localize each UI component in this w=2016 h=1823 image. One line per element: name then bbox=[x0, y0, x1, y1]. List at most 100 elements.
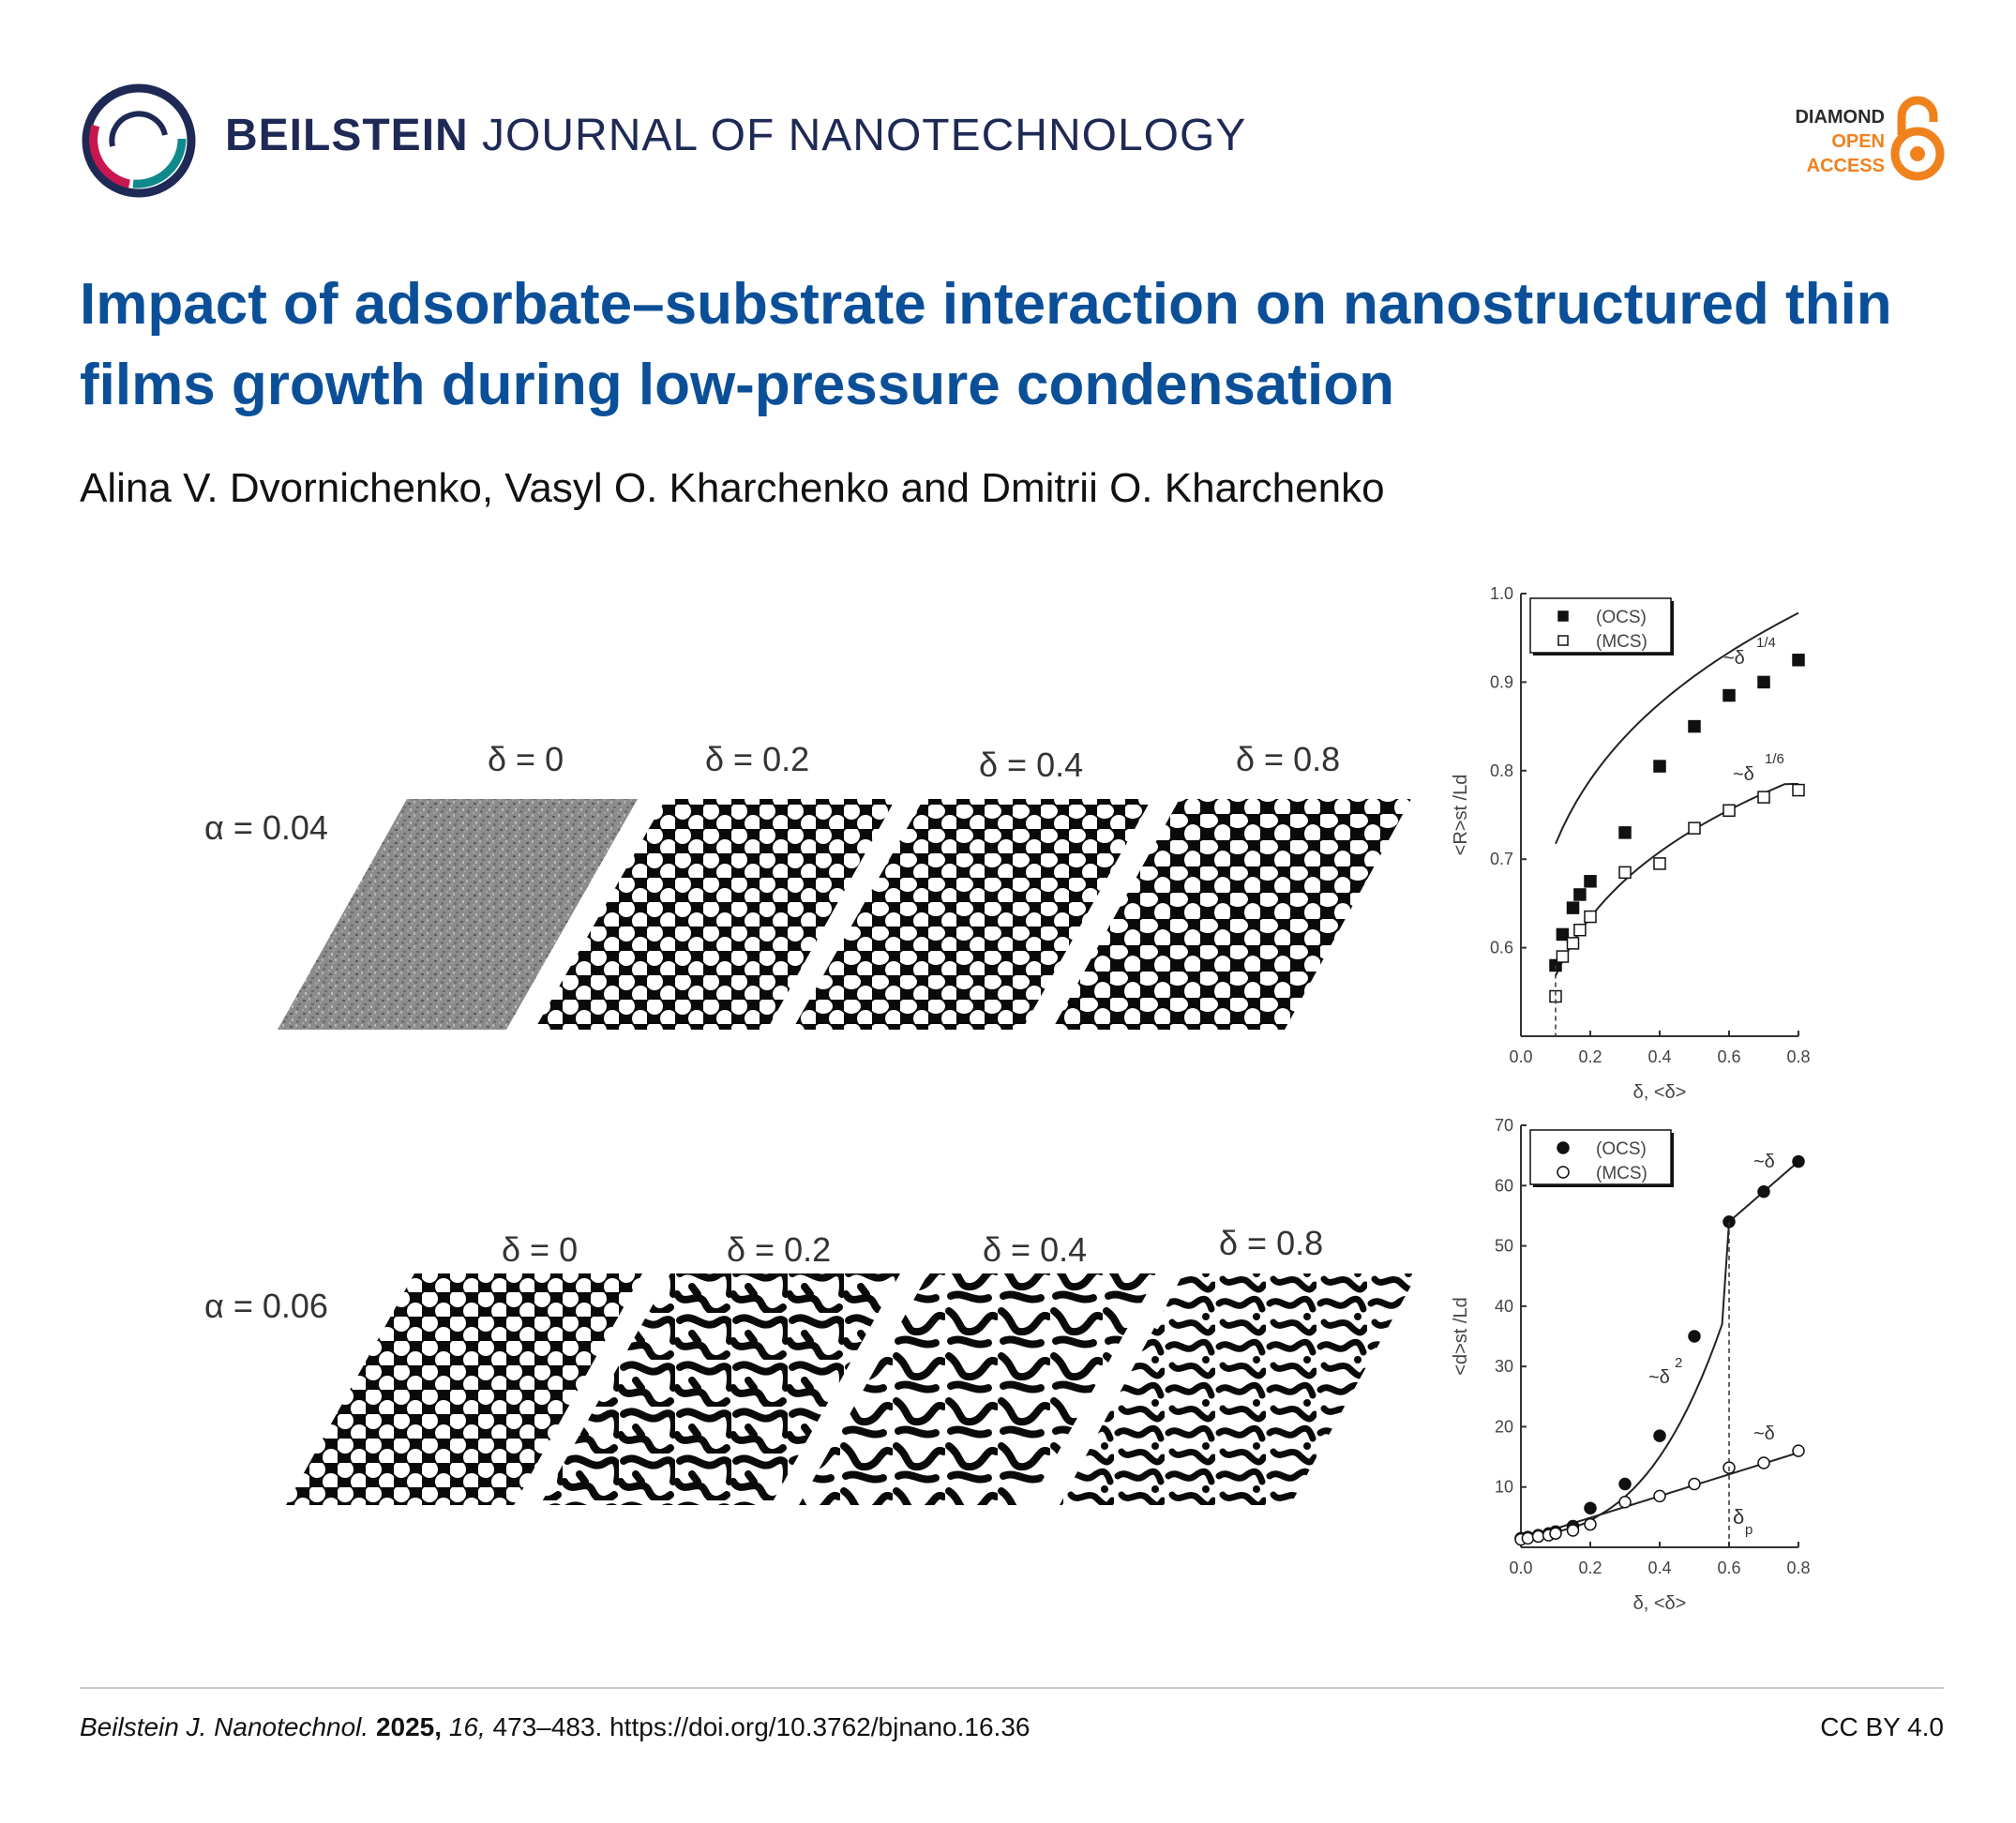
row-2-panel-2-image bbox=[540, 1273, 900, 1505]
annotation: ~δ bbox=[1753, 1424, 1775, 1444]
y-tick-label: 10 bbox=[1495, 1478, 1513, 1497]
y-tick-label: 1.0 bbox=[1490, 584, 1513, 603]
row-1-panel-4-image bbox=[1052, 799, 1411, 1030]
fit-curve-1 bbox=[1520, 1160, 1799, 1540]
y-tick-label: 40 bbox=[1495, 1297, 1513, 1316]
data-point-series-2 bbox=[1723, 804, 1736, 818]
data-point-series-1 bbox=[1573, 888, 1587, 901]
citation-volume: 16, bbox=[448, 1712, 486, 1741]
citation: Beilstein J. Nanotechnol. 2025, 16, 473–… bbox=[80, 1712, 1030, 1742]
annotation: 2 bbox=[1675, 1355, 1682, 1371]
annotation: ~δ bbox=[1648, 1367, 1670, 1388]
badge-line-2: OPEN bbox=[1831, 131, 1885, 152]
data-point-series-1 bbox=[1757, 1184, 1770, 1198]
data-point-series-2 bbox=[1566, 1524, 1580, 1537]
article-title: Impact of adsorbate–substrate interactio… bbox=[80, 272, 1892, 417]
annotation: 1/4 bbox=[1756, 635, 1776, 651]
chart-1-radius: 0.0 0.2 0.4 0.6 0.8 0.6 0.7 0.8 0.9 1.0 δ, <δ> <R>s… bbox=[1451, 584, 1811, 1103]
row-1-panel-2-image bbox=[534, 799, 895, 1030]
row-1-alpha-label: α = 0.04 bbox=[204, 808, 328, 847]
data-point-series-1 bbox=[1792, 654, 1805, 667]
annotation: ~δ bbox=[1723, 648, 1745, 669]
legend-label: (OCS) bbox=[1596, 608, 1647, 627]
x-tick-label: 0.0 bbox=[1509, 1559, 1532, 1577]
footer-divider bbox=[80, 1687, 1944, 1689]
data-point-series-2 bbox=[1584, 1517, 1597, 1531]
row-1-panel-2-label: δ = 0.2 bbox=[705, 740, 809, 778]
data-point-series-1 bbox=[1618, 826, 1632, 839]
citation-year: 2025, bbox=[375, 1712, 443, 1741]
data-point-series-1 bbox=[1618, 1477, 1632, 1491]
data-point-series-1 bbox=[1653, 1429, 1666, 1442]
open-access-lock-icon bbox=[1890, 96, 1945, 181]
x-tick-label: 0.2 bbox=[1578, 1559, 1602, 1577]
y-tick-label: 0.7 bbox=[1490, 850, 1513, 868]
badge-line-1: DIAMOND bbox=[1795, 107, 1885, 128]
row-2-panel-3-label: δ = 0.4 bbox=[983, 1230, 1087, 1269]
data-point-series-2 bbox=[1653, 857, 1666, 870]
data-point-series-2 bbox=[1792, 1444, 1805, 1457]
data-point-series-2 bbox=[1653, 1489, 1666, 1503]
data-point-series-1 bbox=[1688, 719, 1701, 733]
legend-marker bbox=[1557, 610, 1569, 622]
citation-pages-doi[interactable]: 473–483. https://doi.org/10.3762/bjnano.… bbox=[492, 1712, 1031, 1741]
data-point-series-2 bbox=[1792, 783, 1805, 797]
row-1-panel-3-image bbox=[792, 799, 1151, 1030]
annotation: ~δ bbox=[1753, 1152, 1775, 1172]
data-point-series-2 bbox=[1757, 791, 1770, 804]
legend-marker bbox=[1557, 1166, 1570, 1179]
y-tick-label: 30 bbox=[1495, 1357, 1513, 1376]
row-2-panel-1-label: δ = 0 bbox=[502, 1230, 578, 1269]
data-point-series-1 bbox=[1556, 927, 1570, 942]
y-tick-label: 0.9 bbox=[1490, 672, 1513, 691]
legend-label: (MCS) bbox=[1596, 632, 1647, 652]
fit-curve-1 bbox=[1555, 611, 1799, 845]
license: CC BY 4.0 bbox=[1820, 1712, 1944, 1741]
diamond-open-access-badge: DIAMOND OPEN ACCESS bbox=[1763, 105, 1885, 178]
journal-logo-icon bbox=[82, 83, 196, 198]
x-tick-label: 0.8 bbox=[1786, 1559, 1810, 1577]
data-point-series-1 bbox=[1723, 688, 1736, 702]
data-point-series-2 bbox=[1757, 1456, 1770, 1469]
x-tick-label: 0.8 bbox=[1786, 1047, 1810, 1066]
row-2-panel-3-image bbox=[799, 1273, 1158, 1505]
row-2-alpha-label: α = 0.06 bbox=[204, 1287, 328, 1325]
data-point-series-1 bbox=[1757, 675, 1770, 689]
y-axis-label: <d>st /Ld bbox=[1451, 1297, 1471, 1375]
data-point-series-1 bbox=[1566, 901, 1580, 914]
data-point-series-1 bbox=[1584, 875, 1597, 888]
data-point-series-1 bbox=[1792, 1154, 1805, 1168]
badge-line-3: ACCESS bbox=[1806, 156, 1885, 176]
row-1-panel-3-label: δ = 0.4 bbox=[979, 746, 1083, 784]
legend-marker bbox=[1557, 1141, 1570, 1154]
x-tick-label: 0.4 bbox=[1647, 1047, 1671, 1066]
legend-box bbox=[1529, 597, 1672, 654]
chart-2-distance: 0.0 0.2 0.4 0.6 0.8 10 20 30 40 50 60 70 δ, <δ> <d>st… bbox=[1451, 1116, 1811, 1614]
row-1-panel-1-label: δ = 0 bbox=[488, 740, 564, 778]
x-tick-label: 0.2 bbox=[1578, 1047, 1602, 1066]
y-tick-label: 0.6 bbox=[1490, 939, 1513, 957]
data-point-series-2 bbox=[1549, 1527, 1562, 1540]
data-point-series-2 bbox=[1584, 910, 1597, 924]
x-tick-label: 0.0 bbox=[1509, 1047, 1532, 1066]
data-point-series-2 bbox=[1566, 937, 1580, 950]
article-authors: Alina V. Dvornichenko, Vasyl O. Kharchen… bbox=[80, 465, 1385, 511]
x-axis-label: δ, <δ> bbox=[1633, 1082, 1687, 1103]
data-point-series-2 bbox=[1573, 923, 1587, 937]
y-tick-label: 70 bbox=[1495, 1116, 1513, 1135]
x-tick-label: 0.6 bbox=[1717, 1559, 1740, 1577]
data-point-series-2 bbox=[1688, 1477, 1701, 1491]
y-tick-label: 50 bbox=[1495, 1237, 1513, 1256]
data-point-series-2 bbox=[1688, 821, 1701, 835]
row-1-panel-1-image bbox=[278, 799, 638, 1030]
x-tick-label: 0.6 bbox=[1717, 1047, 1740, 1066]
data-point-series-2 bbox=[1521, 1531, 1535, 1545]
data-point-series-1 bbox=[1653, 760, 1666, 773]
data-point-series-2 bbox=[1531, 1529, 1545, 1544]
annotation: δ bbox=[1733, 1505, 1744, 1529]
data-point-series-1 bbox=[1584, 1501, 1597, 1514]
data-point-series-2 bbox=[1618, 866, 1632, 880]
annotation: p bbox=[1745, 1522, 1753, 1538]
row-2-panel-2-label: δ = 0.2 bbox=[727, 1230, 831, 1269]
data-point-series-2 bbox=[1618, 1496, 1632, 1509]
